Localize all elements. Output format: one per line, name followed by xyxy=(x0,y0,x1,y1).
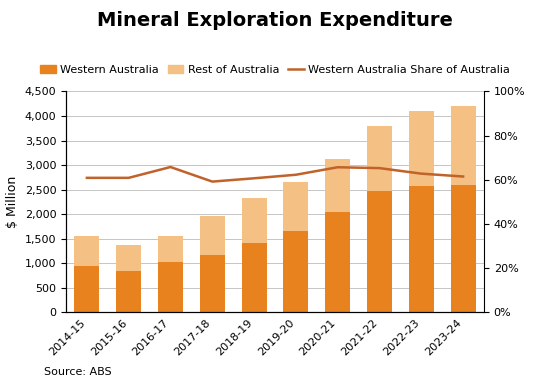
Bar xyxy=(241,197,267,243)
Bar xyxy=(367,126,392,190)
Bar xyxy=(158,236,183,263)
Bar xyxy=(74,236,100,266)
Bar xyxy=(409,186,434,312)
Bar xyxy=(450,185,476,312)
Bar xyxy=(450,106,476,185)
Legend: Western Australia, Rest of Australia, Western Australia Share of Australia: Western Australia, Rest of Australia, We… xyxy=(36,61,514,80)
Bar xyxy=(367,190,392,312)
Bar xyxy=(283,182,309,231)
Text: Source: ABS: Source: ABS xyxy=(44,367,112,377)
Bar xyxy=(200,216,225,255)
Text: Mineral Exploration Expenditure: Mineral Exploration Expenditure xyxy=(97,11,453,30)
Bar xyxy=(283,231,309,312)
Bar xyxy=(116,271,141,312)
Bar xyxy=(241,243,267,312)
Bar xyxy=(116,245,141,271)
Y-axis label: $ Million: $ Million xyxy=(6,176,19,228)
Bar xyxy=(200,255,225,312)
Bar xyxy=(325,159,350,212)
Bar xyxy=(325,212,350,312)
Bar xyxy=(74,266,100,312)
Bar xyxy=(409,110,434,186)
Bar xyxy=(158,263,183,312)
